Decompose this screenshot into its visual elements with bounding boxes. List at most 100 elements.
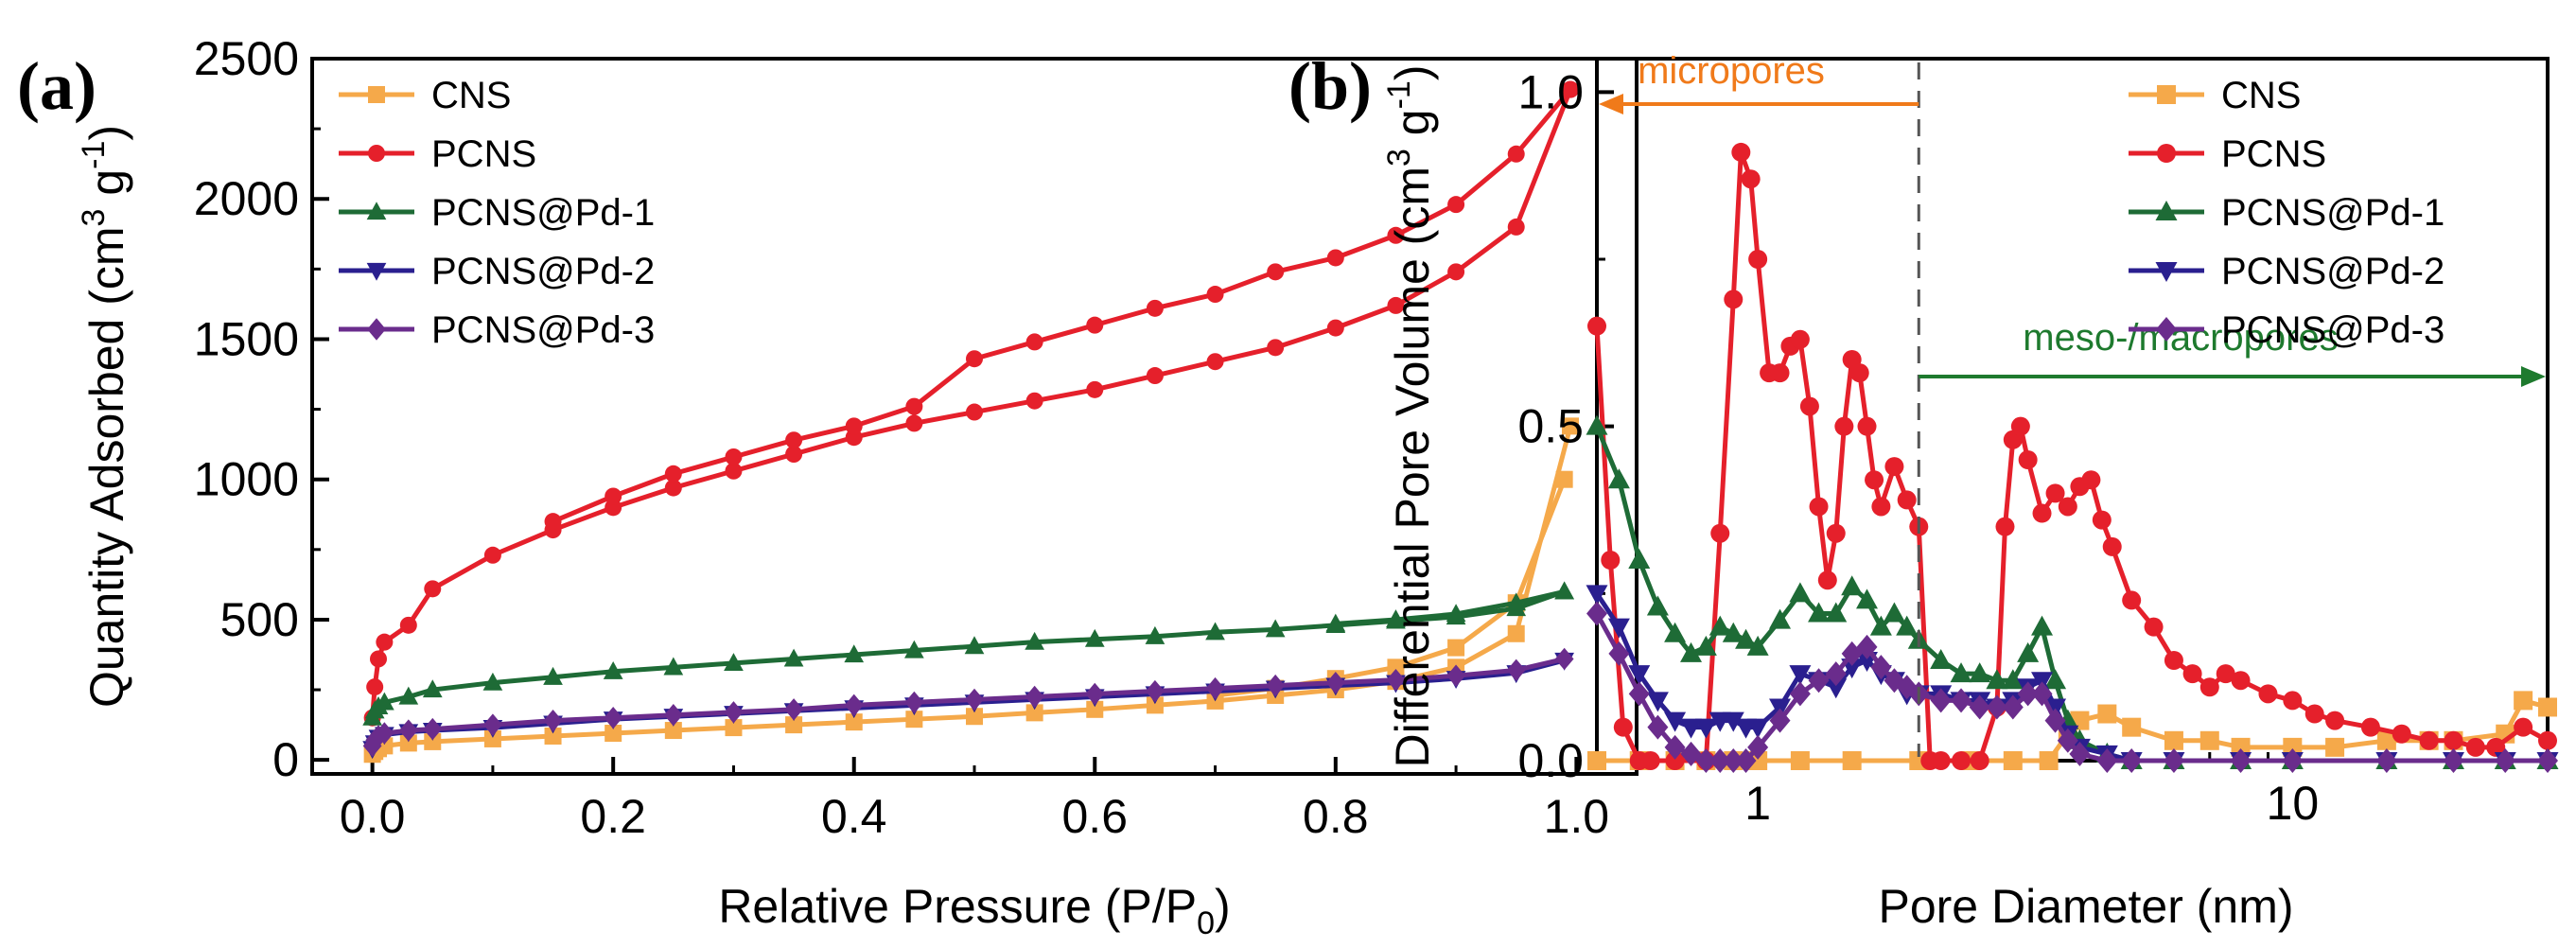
panel-a-y-axis-label-supm1: -1 xyxy=(76,141,112,169)
mesopores-arrow-head xyxy=(2521,366,2546,387)
data-point-pcns xyxy=(2514,717,2533,737)
panel-a-x-axis-label-sub: 0 xyxy=(1197,905,1215,941)
data-point-pcns-pd-1 xyxy=(2002,669,2024,690)
desorption-point-pcns xyxy=(1326,249,1344,267)
legend-label: PCNS@Pd-2 xyxy=(431,251,655,292)
x-tick-label: 10 xyxy=(2267,777,2320,830)
data-point-pcns xyxy=(966,403,983,421)
data-point-pcns-pd-3 xyxy=(844,693,864,717)
data-point-cns xyxy=(2325,737,2345,757)
desorption-point-pcns xyxy=(1562,80,1579,98)
data-point-pcns xyxy=(1206,353,1224,371)
data-point-pcns-pd-1 xyxy=(1808,602,1831,623)
data-point-pcns-pd-3 xyxy=(1664,734,1686,760)
desorption-point-pcns xyxy=(905,397,923,415)
data-point-pcns xyxy=(2538,730,2557,750)
legend-label: CNS xyxy=(431,75,511,116)
data-point-cns xyxy=(664,722,682,740)
data-point-pcns-pd-3 xyxy=(1325,671,1345,694)
data-point-pcns xyxy=(1601,551,1621,570)
data-point-pcns-pd-1 xyxy=(1825,602,1848,623)
data-point-pcns-pd-3 xyxy=(423,717,443,741)
desorption-line-pcns xyxy=(552,88,1572,524)
panel-b-legend: CNS PCNS PCNS@Pd-1 PCNS@Pd-2 PCNS@Pd-3 xyxy=(2129,75,2445,351)
data-point-pcns-pd-3 xyxy=(2537,748,2558,773)
data-point-cns xyxy=(544,727,562,745)
panel-b-y-axis-label-g: g xyxy=(1386,109,1439,149)
data-point-pcns-pd-3 xyxy=(784,698,803,721)
data-point-pcns-pd-1 xyxy=(1680,641,1703,662)
data-point-pcns xyxy=(905,414,923,432)
data-point-pcns xyxy=(1931,751,1951,770)
data-point-pcns-pd-1 xyxy=(904,640,924,658)
panel-b-y-axis-label: Differential Pore Volume (cm3 g-1) xyxy=(1381,65,1439,768)
y-tick-label: 0.5 xyxy=(1517,400,1584,453)
data-point-pcns-pd-3 xyxy=(1085,682,1105,706)
legend-marker-cns xyxy=(368,86,385,103)
data-point-cns xyxy=(905,711,923,729)
data-point-pcns-pd-2 xyxy=(1628,665,1651,686)
data-point-pcns xyxy=(2216,664,2235,684)
legend-item-pcns: PCNS xyxy=(339,133,536,175)
series-pcns-pd-3 xyxy=(362,647,1574,758)
data-point-pcns xyxy=(2058,497,2077,517)
panel-b-ticks: 1 10 0.0 0.5 1.0 xyxy=(1517,65,2455,830)
data-point-pcns xyxy=(1387,296,1405,314)
data-point-pcns-pd-1 xyxy=(1769,608,1792,629)
y-tick-label: 0 xyxy=(272,733,299,786)
x-tick-label: 0.0 xyxy=(340,790,406,843)
data-point-pcns-pd-3 xyxy=(1446,664,1465,687)
data-point-pcns-pd-3 xyxy=(1969,694,1990,720)
x-tick-label: 0.4 xyxy=(821,790,887,843)
y-tick-label: 2500 xyxy=(194,32,299,85)
desorption-point-pcns xyxy=(1387,226,1405,244)
data-point-pcns-pd-3 xyxy=(2163,748,2184,773)
data-point-pcns-pd-1 xyxy=(482,672,503,691)
panel-a-y-axis-label-g: g xyxy=(80,169,133,209)
data-point-pcns xyxy=(483,546,501,564)
y-tick-label: 0.0 xyxy=(1517,734,1584,787)
data-point-pcns-pd-3 xyxy=(965,688,984,711)
data-point-pcns-pd-1 xyxy=(1145,625,1165,644)
series-line-pcns-pd-1 xyxy=(1594,425,2548,764)
data-point-cns xyxy=(2231,737,2251,757)
data-point-pcns xyxy=(1748,250,1768,269)
data-point-pcns xyxy=(1952,751,1971,770)
panel-b-y-axis-label-end: ) xyxy=(1386,65,1439,81)
data-point-pcns xyxy=(2283,691,2303,711)
data-point-pcns-pd-3 xyxy=(1266,674,1286,697)
data-point-pcns-pd-1 xyxy=(964,636,985,655)
y-tick-label: 1.0 xyxy=(1517,65,1584,118)
panel-a-ticks: 0.0 0.2 0.4 0.6 0.8 1.0 0 500 1000 1500 2000 2500 xyxy=(194,32,1609,843)
legend-label: CNS xyxy=(2221,75,2301,116)
data-point-pcns-pd-1 xyxy=(663,657,684,676)
data-point-pcns-pd-2 xyxy=(1746,718,1769,739)
legend-label: PCNS@Pd-2 xyxy=(2221,251,2445,292)
legend-marker-pcns-pd-2 xyxy=(366,262,387,281)
legend-marker-pcns-pd-3 xyxy=(2156,317,2177,342)
legend-item-pcns-pd-2: PCNS@Pd-2 xyxy=(339,251,655,292)
data-point-cns xyxy=(966,708,983,726)
data-point-pcns-pd-3 xyxy=(1554,647,1574,671)
data-point-pcns-pd-3 xyxy=(663,704,683,727)
data-point-pcns xyxy=(2444,730,2463,750)
data-point-pcns-pd-2 xyxy=(1586,585,1608,606)
data-point-pcns-pd-3 xyxy=(724,701,744,724)
data-point-pcns xyxy=(1741,169,1761,189)
desorption-point-cns xyxy=(1555,470,1573,488)
data-point-pcns-pd-1 xyxy=(1869,615,1892,636)
data-point-pcns xyxy=(2199,677,2219,697)
data-point-pcns xyxy=(1724,290,1744,309)
data-point-pcns xyxy=(1799,396,1819,416)
data-point-pcns-pd-1 xyxy=(1628,549,1651,569)
x-tick-label: 0.2 xyxy=(580,790,646,843)
panel-b-y-axis-label-sup3: 3 xyxy=(1381,149,1417,167)
data-point-pcns-pd-3 xyxy=(1146,679,1165,703)
data-point-pcns-pd-1 xyxy=(603,660,623,679)
panel-b-series xyxy=(1586,142,2559,773)
data-point-pcns-pd-3 xyxy=(1723,748,1744,773)
legend-item-cns: CNS xyxy=(2129,75,2301,116)
data-point-pcns xyxy=(2164,651,2183,670)
data-point-pcns xyxy=(1770,363,1790,383)
data-point-pcns xyxy=(1086,380,1104,398)
